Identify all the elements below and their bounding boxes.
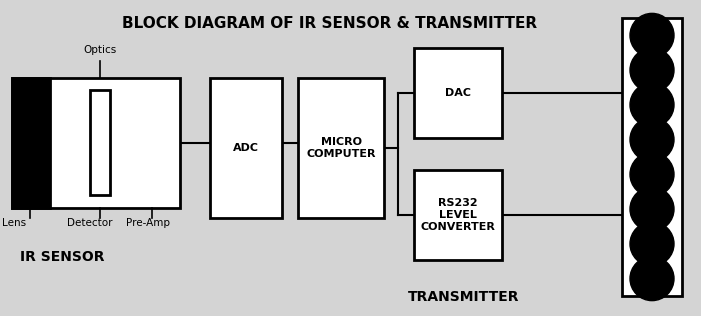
Text: RS232
LEVEL
CONVERTER: RS232 LEVEL CONVERTER bbox=[421, 198, 496, 232]
Text: BLOCK DIAGRAM OF IR SENSOR & TRANSMITTER: BLOCK DIAGRAM OF IR SENSOR & TRANSMITTER bbox=[122, 16, 537, 31]
Circle shape bbox=[630, 152, 674, 196]
Text: TRANSMITTER: TRANSMITTER bbox=[408, 290, 519, 304]
Circle shape bbox=[630, 83, 674, 127]
Circle shape bbox=[630, 118, 674, 161]
Circle shape bbox=[630, 13, 674, 58]
Text: IR SENSOR: IR SENSOR bbox=[20, 250, 104, 264]
Bar bbox=[12, 78, 180, 208]
Circle shape bbox=[630, 187, 674, 231]
Text: Detector: Detector bbox=[67, 218, 113, 228]
Bar bbox=[414, 170, 502, 260]
Circle shape bbox=[630, 257, 674, 301]
Text: Lens: Lens bbox=[2, 218, 26, 228]
Circle shape bbox=[630, 222, 674, 266]
Bar bbox=[298, 78, 384, 218]
Bar bbox=[90, 90, 110, 195]
Text: DAC: DAC bbox=[445, 88, 471, 98]
Text: ADC: ADC bbox=[233, 143, 259, 153]
Text: Optics: Optics bbox=[83, 45, 116, 55]
Bar bbox=[12, 78, 50, 208]
Bar bbox=[414, 48, 502, 138]
Bar bbox=[622, 18, 682, 296]
Bar bbox=[210, 78, 282, 218]
Text: Pre-Amp: Pre-Amp bbox=[126, 218, 170, 228]
Text: MICRO
COMPUTER: MICRO COMPUTER bbox=[306, 137, 376, 159]
Circle shape bbox=[630, 48, 674, 92]
